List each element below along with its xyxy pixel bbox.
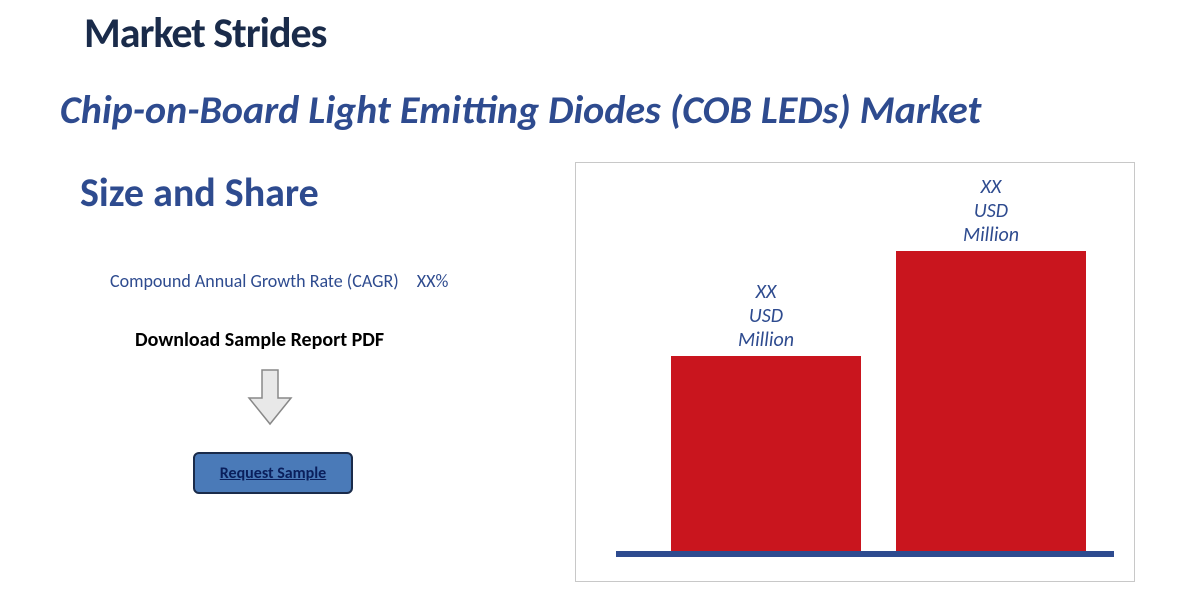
bar-rect	[671, 356, 861, 551]
bar-label: XX USD Million	[671, 280, 861, 352]
cagr-value: XX%	[417, 270, 449, 292]
download-label: Download Sample Report PDF	[135, 328, 384, 352]
page-title: Chip-on-Board Light Emitting Diodes (COB…	[60, 85, 981, 134]
bar-rect	[896, 251, 1086, 551]
page-subtitle: Size and Share	[80, 168, 319, 217]
bar-label: XX USD Million	[896, 175, 1086, 247]
request-sample-button[interactable]: Request Sample	[193, 452, 353, 494]
chart-plot-area: XX USD Million XX USD Million	[616, 183, 1114, 551]
arrow-down-icon	[245, 368, 295, 428]
market-size-chart: XX USD Million XX USD Million	[575, 162, 1135, 582]
brand-logo: Market Strides	[84, 8, 326, 59]
bar-end-year: XX USD Million	[896, 175, 1086, 551]
cagr-label: Compound Annual Growth Rate (CAGR)	[110, 270, 399, 292]
cagr-line: Compound Annual Growth Rate (CAGR) XX%	[110, 270, 448, 292]
bar-start-year: XX USD Million	[671, 280, 861, 551]
chart-baseline	[616, 551, 1114, 557]
arrow-shape	[249, 370, 291, 424]
